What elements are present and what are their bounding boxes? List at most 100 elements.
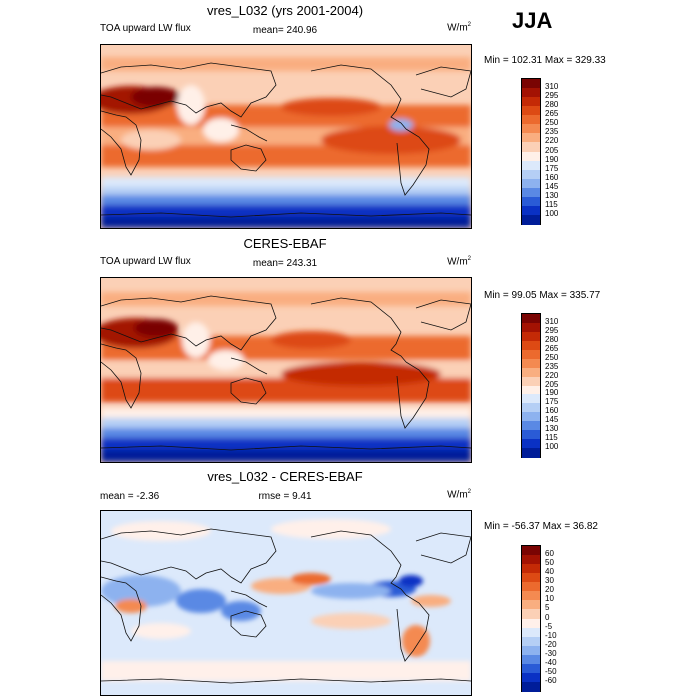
colorbar-abs-2-swatch — [522, 412, 540, 422]
panel1-coastlines — [101, 62, 471, 218]
colorbar-abs-2-swatch — [522, 448, 540, 458]
colorbar-abs-1-swatch — [522, 160, 540, 171]
colorbar-diff-tick-label: -5 — [545, 621, 553, 631]
colorbar-abs-1-swatch — [522, 205, 540, 216]
colorbar-abs-2-swatch — [522, 349, 540, 360]
colorbar-diff-tick-label: -60 — [545, 675, 557, 685]
colorbar-abs-1-tick-label: 130 — [545, 190, 559, 200]
panel2-coastlines — [101, 295, 471, 451]
colorbar-abs-1-swatch — [522, 79, 540, 89]
colorbar-abs-1-tick-label: 280 — [545, 100, 559, 110]
colorbar-abs-2-swatch — [522, 385, 540, 395]
colorbar-abs-1-swatch — [522, 124, 540, 134]
colorbar-diff-swatch — [522, 591, 540, 601]
colorbar-diff-swatch — [522, 582, 540, 592]
panel1-map — [100, 44, 472, 229]
panel3-coastlines — [101, 528, 471, 684]
colorbar-diff-swatch — [522, 663, 540, 674]
colorbar-diff-swatches — [521, 545, 541, 692]
colorbar-abs-2-swatch — [522, 340, 540, 351]
panel3-map-svg — [101, 511, 471, 695]
colorbar-diff-swatch — [522, 672, 540, 683]
panel2-mean-label: mean= 243.31 — [252, 258, 318, 269]
colorbar-diff-tick-label: 10 — [545, 594, 554, 604]
colorbar-abs-2-swatch — [522, 421, 540, 431]
colorbar-diff-swatch — [522, 600, 540, 610]
colorbar-abs-1-swatch — [522, 106, 540, 116]
colorbar-abs-2-tick-label: 115 — [545, 433, 558, 443]
colorbar-abs-2-tick-label: 100 — [545, 442, 559, 452]
colorbar-diff — [521, 545, 541, 692]
colorbar-abs-1-swatch — [522, 151, 540, 162]
colorbar-abs-1 — [521, 78, 541, 225]
panel3-minmax: Min = -56.37 Max = 36.82 — [484, 521, 598, 532]
colorbar-abs-1-tick-label: 145 — [545, 181, 559, 191]
colorbar-diff-tick-label: -50 — [545, 666, 557, 676]
colorbar-abs-2-tick-label: 145 — [545, 415, 559, 425]
colorbar-diff-tick-label: 0 — [545, 612, 550, 622]
panel1-minmax: Min = 102.31 Max = 329.33 — [484, 55, 606, 66]
panel1-map-svg — [101, 45, 471, 228]
colorbar-diff-tick-label: 60 — [545, 549, 554, 559]
panel3-title: vres_L032 - CERES-EBAF — [207, 469, 363, 484]
colorbar-diff-swatch — [522, 564, 540, 574]
colorbar-abs-2-swatch — [522, 358, 540, 369]
colorbar-abs-1-swatch — [522, 133, 540, 143]
colorbar-diff-tick-label: -10 — [545, 630, 557, 640]
colorbar-abs-2-swatch — [522, 439, 540, 449]
colorbar-diff-tick-label: 20 — [545, 585, 554, 595]
colorbar-abs-2-tick-label: 190 — [545, 388, 559, 398]
colorbar-abs-1-tick-label: 295 — [545, 91, 559, 101]
colorbar-diff-swatch — [522, 636, 540, 647]
colorbar-abs-1-swatch — [522, 169, 540, 180]
colorbar-diff-tick-label: 5 — [545, 603, 550, 613]
colorbar-abs-2-tick-label: 310 — [545, 316, 559, 326]
colorbar-abs-2-swatch — [522, 403, 540, 413]
panel2-map — [100, 277, 472, 463]
colorbar-abs-2-tick-label: 160 — [545, 406, 559, 416]
panel2-map-svg — [101, 278, 471, 462]
colorbar-abs-1-swatch — [522, 88, 540, 98]
colorbar-diff-swatch — [522, 627, 540, 638]
panel3-mean-label: mean = -2.36 — [100, 491, 160, 502]
colorbar-abs-2-tick-label: 205 — [545, 379, 559, 389]
colorbar-abs-1-swatch — [522, 142, 540, 152]
colorbar-diff-tick-label: -30 — [545, 648, 557, 658]
colorbar-diff-swatch — [522, 618, 540, 629]
colorbar-diff-tick-label: 40 — [545, 567, 554, 577]
season-label: JJA — [512, 8, 553, 33]
panel2-units: W/m2 — [447, 256, 471, 268]
colorbar-diff-tick-label: 50 — [545, 558, 554, 568]
colorbar-abs-1-tick-label: 265 — [545, 109, 559, 119]
colorbar-abs-1-tick-label: 235 — [545, 127, 559, 137]
colorbar-abs-1-swatch — [522, 196, 540, 207]
colorbar-abs-1-swatch — [522, 115, 540, 125]
colorbar-abs-2-swatch — [522, 331, 540, 342]
colorbar-diff-swatch — [522, 681, 540, 692]
colorbar-abs-2-swatch — [522, 367, 540, 378]
colorbar-abs-1-tick-label: 160 — [545, 172, 559, 182]
colorbar-abs-1-swatch — [522, 178, 540, 189]
colorbar-diff-swatch — [522, 654, 540, 665]
panel2-title: CERES-EBAF — [243, 236, 327, 251]
colorbar-abs-1-swatches — [521, 78, 541, 225]
colorbar-diff-labels: 60 50 40 30 20 10 5 0 -5 -10 -20 -30 -40 -50 -60 — [545, 545, 585, 692]
panel2-minmax: Min = 99.05 Max = 335.77 — [484, 290, 601, 301]
colorbar-abs-1-tick-label: 175 — [545, 163, 559, 173]
colorbar-abs-1-tick-label: 205 — [545, 145, 559, 155]
colorbar-diff-tick-label: -40 — [545, 657, 557, 667]
colorbar-abs-1-tick-label: 250 — [545, 118, 559, 128]
colorbar-abs-1-tick-label: 310 — [545, 82, 559, 92]
colorbar-abs-2-tick-label: 250 — [545, 352, 559, 362]
panel3-rmse-label: rmse = 9.41 — [258, 491, 312, 502]
colorbar-abs-2-tick-label: 235 — [545, 361, 559, 371]
colorbar-abs-2-tick-label: 280 — [545, 334, 559, 344]
colorbar-diff-tick-label: -20 — [545, 639, 557, 649]
panel1-units: W/m2 — [447, 22, 471, 34]
colorbar-abs-1-swatch — [522, 214, 540, 225]
panel2-variable-label: TOA upward LW flux — [100, 256, 191, 267]
panel1-title: vres_L032 (yrs 2001-2004) — [206, 3, 364, 18]
colorbar-abs-1-tick-label: 115 — [545, 199, 558, 209]
colorbar-abs-2-swatch — [522, 322, 540, 333]
colorbar-diff-swatch — [522, 555, 540, 565]
